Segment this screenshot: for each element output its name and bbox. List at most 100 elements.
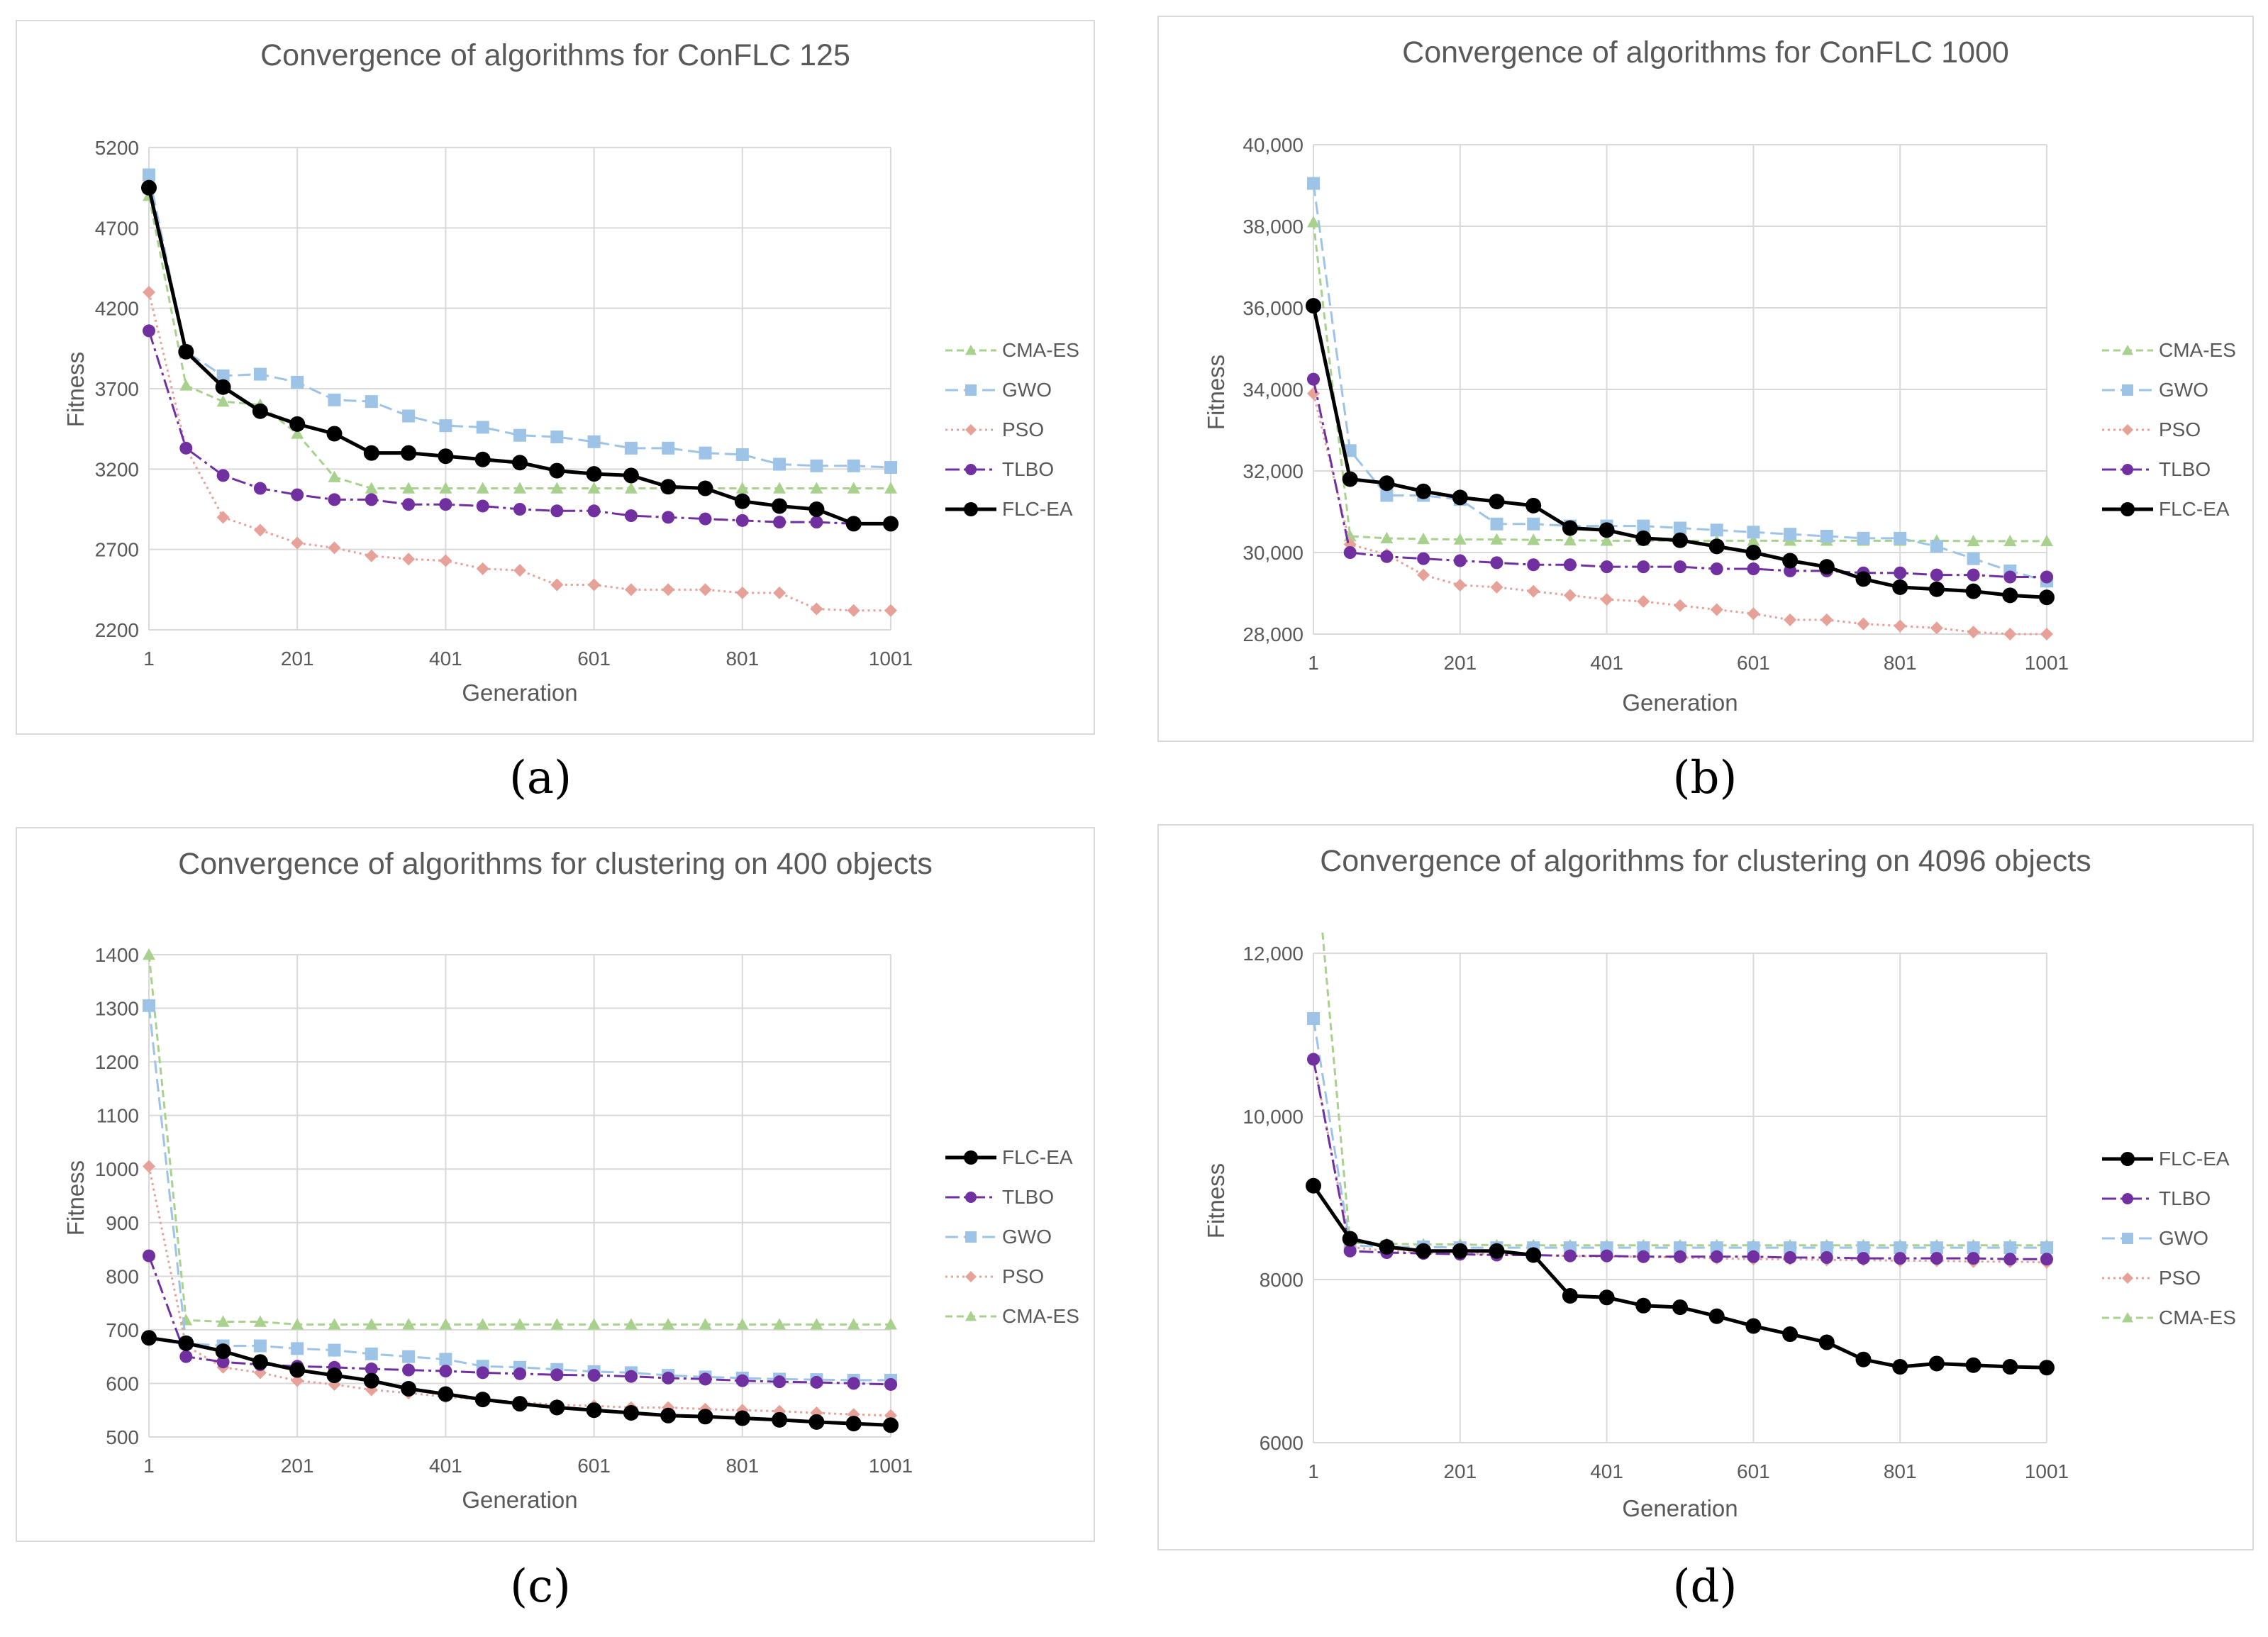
data-point-cma-es bbox=[773, 1318, 786, 1330]
y-tick-label: 2200 bbox=[95, 619, 139, 641]
data-point-gwo bbox=[662, 441, 675, 455]
data-point-tlbo bbox=[1600, 560, 1613, 574]
legend-label: CMA-ES bbox=[2159, 1306, 2236, 1328]
series-pso bbox=[1307, 387, 2053, 640]
legend-swatch bbox=[2102, 384, 2153, 396]
x-tick-label: 401 bbox=[1590, 652, 1623, 674]
data-point-cma-es bbox=[513, 1318, 526, 1330]
data-point-pso bbox=[291, 536, 304, 550]
legend-marker bbox=[965, 1311, 977, 1321]
data-point-tlbo bbox=[365, 1363, 378, 1376]
legend-marker bbox=[965, 384, 977, 396]
data-point-cma-es bbox=[365, 482, 378, 494]
data-point-tlbo bbox=[662, 1371, 675, 1384]
legend-label: FLC-EA bbox=[2159, 1148, 2230, 1170]
legend-item-cma-es: CMA-ES bbox=[943, 331, 1079, 370]
series-gwo bbox=[143, 168, 897, 475]
x-tick-label: 1 bbox=[1308, 652, 1319, 674]
data-point-flc-ea bbox=[623, 467, 639, 484]
data-point-flc-ea bbox=[845, 516, 862, 532]
data-point-cma-es bbox=[847, 1318, 860, 1330]
data-point-flc-ea bbox=[215, 379, 231, 395]
data-point-tlbo bbox=[143, 324, 155, 338]
data-point-pso bbox=[624, 583, 638, 596]
data-point-tlbo bbox=[773, 516, 786, 529]
y-tick-label: 1200 bbox=[95, 1051, 139, 1073]
data-point-flc-ea bbox=[1562, 1288, 1578, 1304]
data-point-flc-ea bbox=[772, 498, 788, 514]
legend-marker bbox=[965, 1271, 977, 1282]
data-point-flc-ea bbox=[1379, 475, 1395, 492]
data-point-pso bbox=[476, 562, 489, 575]
series-tlbo bbox=[1307, 372, 2053, 584]
data-point-tlbo bbox=[1417, 552, 1430, 565]
y-tick-label: 1400 bbox=[95, 944, 139, 966]
legend-swatch bbox=[945, 1271, 996, 1282]
legend-swatch bbox=[2102, 502, 2153, 516]
data-point-tlbo bbox=[2003, 1253, 2017, 1266]
legend-label: CMA-ES bbox=[1002, 339, 1079, 361]
y-tick-label: 1300 bbox=[95, 998, 139, 1020]
data-point-flc-ea bbox=[660, 1407, 677, 1424]
data-point-cma-es bbox=[179, 379, 193, 391]
data-point-tlbo bbox=[1820, 1250, 1833, 1264]
data-point-cma-es bbox=[587, 482, 601, 494]
data-point-cma-es bbox=[1600, 534, 1613, 546]
x-axis-label: Generation bbox=[1622, 689, 1738, 716]
legend-marker bbox=[965, 1231, 977, 1243]
data-point-gwo bbox=[402, 1350, 416, 1363]
legend: CMA-ES GWO PSO TLBO FLC-EA bbox=[2099, 331, 2236, 529]
data-point-cma-es bbox=[1563, 533, 1577, 545]
chart-title: Convergence of algorithms for ConFLC 100… bbox=[1402, 35, 2009, 70]
legend-marker bbox=[965, 464, 977, 475]
y-axis-label: Fitness bbox=[1203, 1162, 1229, 1239]
x-tick-label: 1001 bbox=[2025, 1460, 2069, 1482]
legend-marker bbox=[2122, 464, 2133, 475]
legend-label: PSO bbox=[2159, 1267, 2201, 1289]
data-point-flc-ea bbox=[363, 445, 379, 461]
legend-label: PSO bbox=[1002, 1265, 1045, 1287]
legend-label: GWO bbox=[1002, 1226, 1052, 1248]
data-point-flc-ea bbox=[178, 343, 194, 360]
x-tick-label: 601 bbox=[577, 648, 611, 670]
legend: FLC-EA TLBO GWO PSO CMA-ES bbox=[2099, 1139, 2236, 1338]
y-tick-label: 38,000 bbox=[1243, 216, 1303, 238]
legend-label: PSO bbox=[1002, 418, 1045, 440]
legend-marker bbox=[2122, 1233, 2133, 1244]
data-point-gwo bbox=[1527, 517, 1540, 531]
data-point-cma-es bbox=[253, 1315, 267, 1327]
y-tick-label: 1100 bbox=[96, 1105, 139, 1127]
data-point-pso bbox=[1857, 617, 1870, 631]
data-point-cma-es bbox=[439, 482, 452, 494]
data-point-tlbo bbox=[1967, 568, 1980, 582]
series-tlbo bbox=[143, 324, 897, 531]
data-point-flc-ea bbox=[401, 445, 417, 461]
data-point-flc-ea bbox=[2039, 1360, 2055, 1376]
x-axis-label: Generation bbox=[1622, 1495, 1738, 1521]
series-flc-ea bbox=[1306, 298, 2055, 606]
chart-panel-c: Convergence of algorithms for clustering… bbox=[16, 827, 1095, 1542]
x-tick-label: 601 bbox=[577, 1455, 611, 1477]
data-point-tlbo bbox=[291, 488, 304, 501]
data-point-tlbo bbox=[179, 1350, 193, 1363]
legend-label: TLBO bbox=[1002, 1186, 1055, 1208]
series-gwo bbox=[1307, 1012, 2053, 1255]
data-point-flc-ea bbox=[549, 462, 565, 479]
data-point-pso bbox=[1674, 599, 1686, 612]
data-point-flc-ea bbox=[178, 1335, 194, 1351]
chart-panel-a: Convergence of algorithms for ConFLC 125… bbox=[16, 20, 1095, 735]
chart-title: Convergence of algorithms for clustering… bbox=[178, 847, 933, 881]
legend-marker bbox=[965, 1192, 977, 1203]
legend-swatch bbox=[2102, 1272, 2153, 1284]
data-point-pso bbox=[699, 583, 712, 596]
data-point-gwo bbox=[328, 393, 341, 406]
data-point-tlbo bbox=[587, 504, 601, 518]
data-point-flc-ea bbox=[883, 1417, 899, 1433]
y-tick-label: 30,000 bbox=[1243, 542, 1303, 564]
y-tick-label: 32,000 bbox=[1243, 460, 1303, 482]
data-point-gwo bbox=[1930, 540, 1943, 553]
series-line-tlbo bbox=[1312, 1059, 2047, 1260]
legend-label: TLBO bbox=[1002, 458, 1055, 480]
y-tick-label: 4700 bbox=[95, 217, 139, 239]
data-point-gwo bbox=[1967, 552, 1980, 565]
